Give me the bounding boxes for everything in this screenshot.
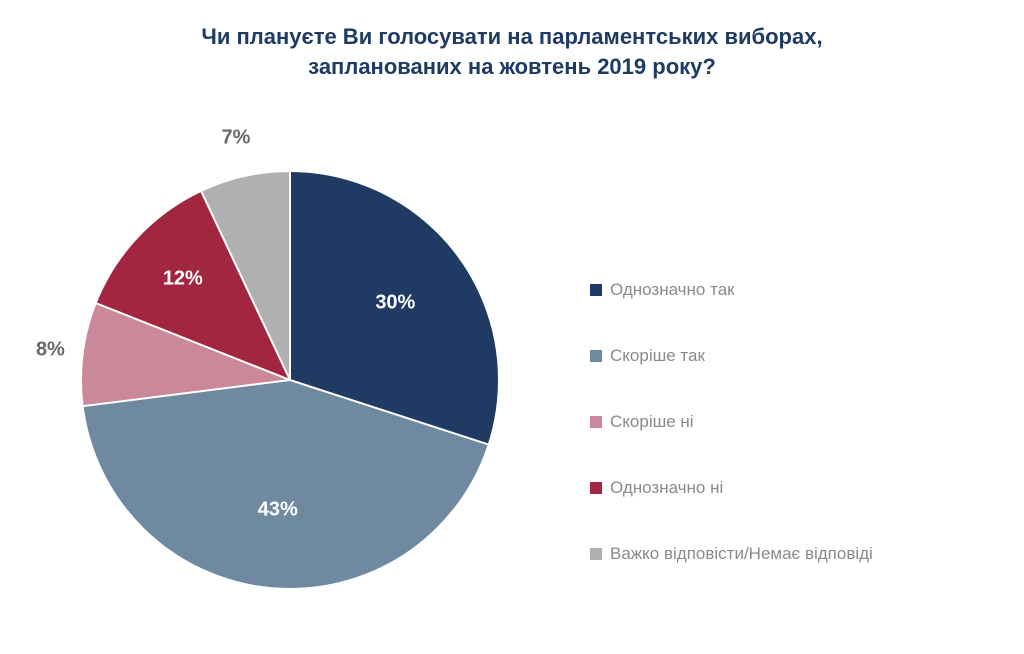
chart-area: Однозначно так Скоріше так Скоріше ні Одноз… [0, 120, 1024, 640]
legend-label: Скоріше так [610, 346, 705, 366]
legend-label: Важко відповісти/Немає відповіді [610, 544, 873, 564]
slice-value-label: 8% [36, 338, 65, 361]
slice-separator [289, 170, 291, 380]
legend-label: Скоріше ні [610, 412, 694, 432]
chart-title: Чи плануєте Ви голосувати на парламентсь… [0, 0, 1024, 81]
legend-item: Однозначно так [590, 280, 873, 300]
legend-swatch [590, 416, 602, 428]
legend-label: Однозначно так [610, 280, 735, 300]
legend-item: Однозначно ні [590, 478, 873, 498]
slice-value-label: 30% [375, 292, 415, 315]
slice-value-label: 7% [221, 127, 250, 150]
chart-title-line2: запланованих на жовтень 2019 року? [0, 52, 1024, 82]
chart-title-line1: Чи плануєте Ви голосувати на парламентсь… [0, 22, 1024, 52]
legend-swatch [590, 482, 602, 494]
legend-item: Важко відповісти/Немає відповіді [590, 544, 873, 564]
legend-item: Скоріше так [590, 346, 873, 366]
legend-swatch [590, 284, 602, 296]
legend-item: Скоріше ні [590, 412, 873, 432]
legend-swatch [590, 350, 602, 362]
legend-label: Однозначно ні [610, 478, 723, 498]
slice-value-label: 12% [163, 268, 203, 291]
legend: Однозначно так Скоріше так Скоріше ні Одноз… [590, 280, 873, 564]
legend-swatch [590, 548, 602, 560]
slice-value-label: 43% [258, 498, 298, 521]
